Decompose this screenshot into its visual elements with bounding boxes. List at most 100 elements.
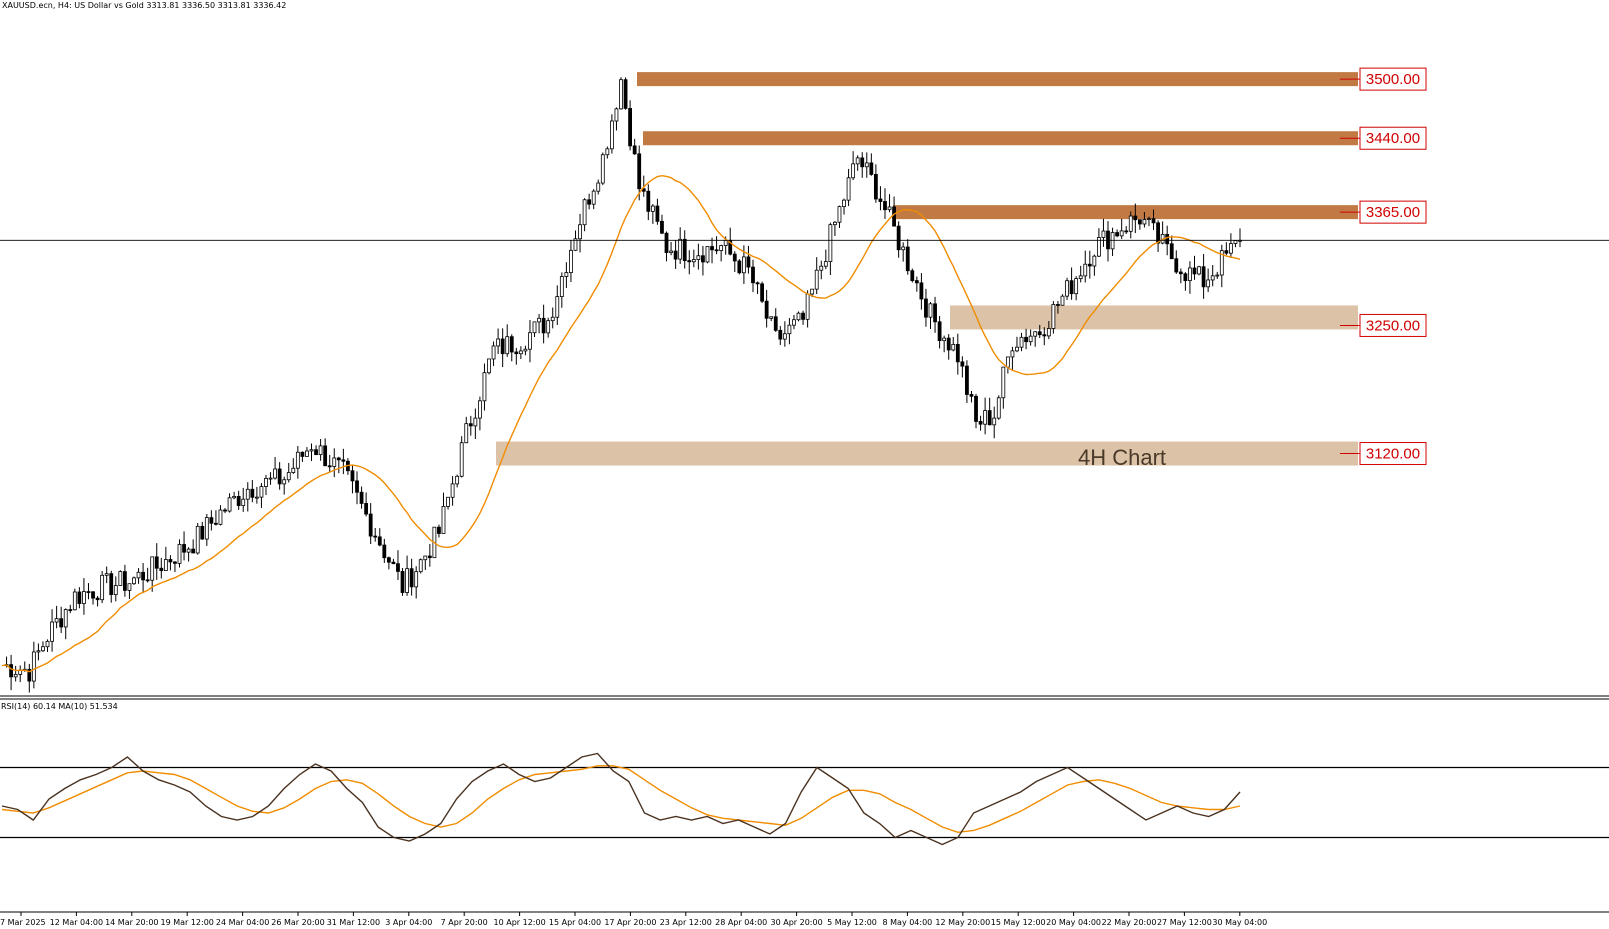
x-tick-label: 20 May 04:00 <box>1046 918 1101 927</box>
zone-3250.00 <box>950 305 1358 330</box>
candle <box>955 333 960 375</box>
candle <box>168 555 173 571</box>
candle <box>163 546 168 572</box>
candle <box>555 285 560 325</box>
candle <box>109 570 114 603</box>
candle <box>569 240 573 283</box>
candle <box>341 448 346 475</box>
candle <box>669 242 673 256</box>
candle <box>50 609 54 652</box>
candle <box>1078 265 1083 283</box>
candle <box>732 251 737 272</box>
candle <box>300 451 305 462</box>
level-label-3500.00: 3500.00 <box>1340 67 1427 91</box>
candle <box>41 641 45 652</box>
candle <box>273 457 277 480</box>
candle <box>901 242 906 262</box>
candle <box>814 257 819 295</box>
candle <box>91 591 95 605</box>
candle <box>518 346 523 360</box>
candle <box>614 107 619 131</box>
candle <box>391 558 396 565</box>
candle <box>113 576 118 602</box>
level-value: 3440.00 <box>1366 130 1420 147</box>
candle <box>509 334 514 362</box>
candle <box>364 492 369 517</box>
candle <box>305 447 309 457</box>
candle <box>1215 271 1220 279</box>
candle <box>268 472 273 485</box>
candle <box>427 544 432 567</box>
candle <box>277 462 282 490</box>
candle <box>455 474 460 488</box>
candle <box>837 205 842 229</box>
x-tick-label: 10 Apr 12:00 <box>494 918 546 927</box>
candle <box>1115 229 1120 238</box>
candle <box>1001 366 1006 409</box>
candle <box>1224 242 1229 256</box>
candle <box>1083 250 1088 283</box>
candle <box>764 289 769 328</box>
x-tick-label: 23 Apr 12:00 <box>660 918 712 927</box>
candle <box>218 505 223 526</box>
level-label-3120.00: 3120.00 <box>1340 442 1427 466</box>
x-tick-label: 14 Mar 20:00 <box>105 918 158 927</box>
candle <box>173 561 177 573</box>
candle <box>82 578 86 615</box>
candle <box>204 514 209 546</box>
candle <box>291 458 296 474</box>
candle <box>919 273 924 310</box>
candle <box>992 406 997 439</box>
candle <box>386 556 391 570</box>
candle <box>1206 268 1211 293</box>
x-tick-label: 8 May 04:00 <box>883 918 933 927</box>
chart-annotation: 4H Chart <box>1078 445 1166 470</box>
x-tick-label: 3 Apr 04:00 <box>385 918 432 927</box>
candle <box>605 146 610 159</box>
candle <box>377 528 382 547</box>
rsi-ma-line <box>1 765 1241 834</box>
candle <box>582 198 587 232</box>
candle <box>596 179 601 195</box>
candle <box>177 539 182 568</box>
candle <box>159 557 164 579</box>
candle <box>896 221 901 258</box>
candle <box>833 221 837 237</box>
candle <box>1174 250 1179 274</box>
candle <box>587 193 592 210</box>
candle <box>564 262 569 288</box>
candle <box>355 471 359 505</box>
candle <box>191 539 196 554</box>
candle <box>537 313 541 334</box>
candle <box>1169 235 1174 260</box>
candle <box>54 605 59 629</box>
candle <box>154 543 159 580</box>
candle <box>655 198 660 225</box>
candle <box>478 396 482 431</box>
candle <box>646 184 651 221</box>
candle <box>737 259 742 275</box>
zone-3500.00 <box>637 72 1358 87</box>
candle <box>751 259 755 293</box>
candle <box>996 395 1001 420</box>
candle <box>441 492 446 534</box>
candle <box>696 243 701 270</box>
candle <box>678 227 683 264</box>
candle <box>960 356 965 378</box>
candle <box>609 114 614 154</box>
candle <box>241 487 246 512</box>
candle <box>687 250 692 275</box>
candle <box>600 152 605 186</box>
candle <box>801 310 805 325</box>
candle <box>860 152 865 178</box>
candle <box>1210 264 1215 287</box>
candle <box>869 153 874 176</box>
candle <box>227 493 232 513</box>
candle <box>295 445 300 479</box>
zone-3365.00 <box>893 205 1358 220</box>
candle <box>1033 331 1038 347</box>
candle <box>150 556 155 592</box>
moving-average-line <box>1 174 1241 673</box>
candle <box>200 521 205 540</box>
candle <box>792 314 796 330</box>
